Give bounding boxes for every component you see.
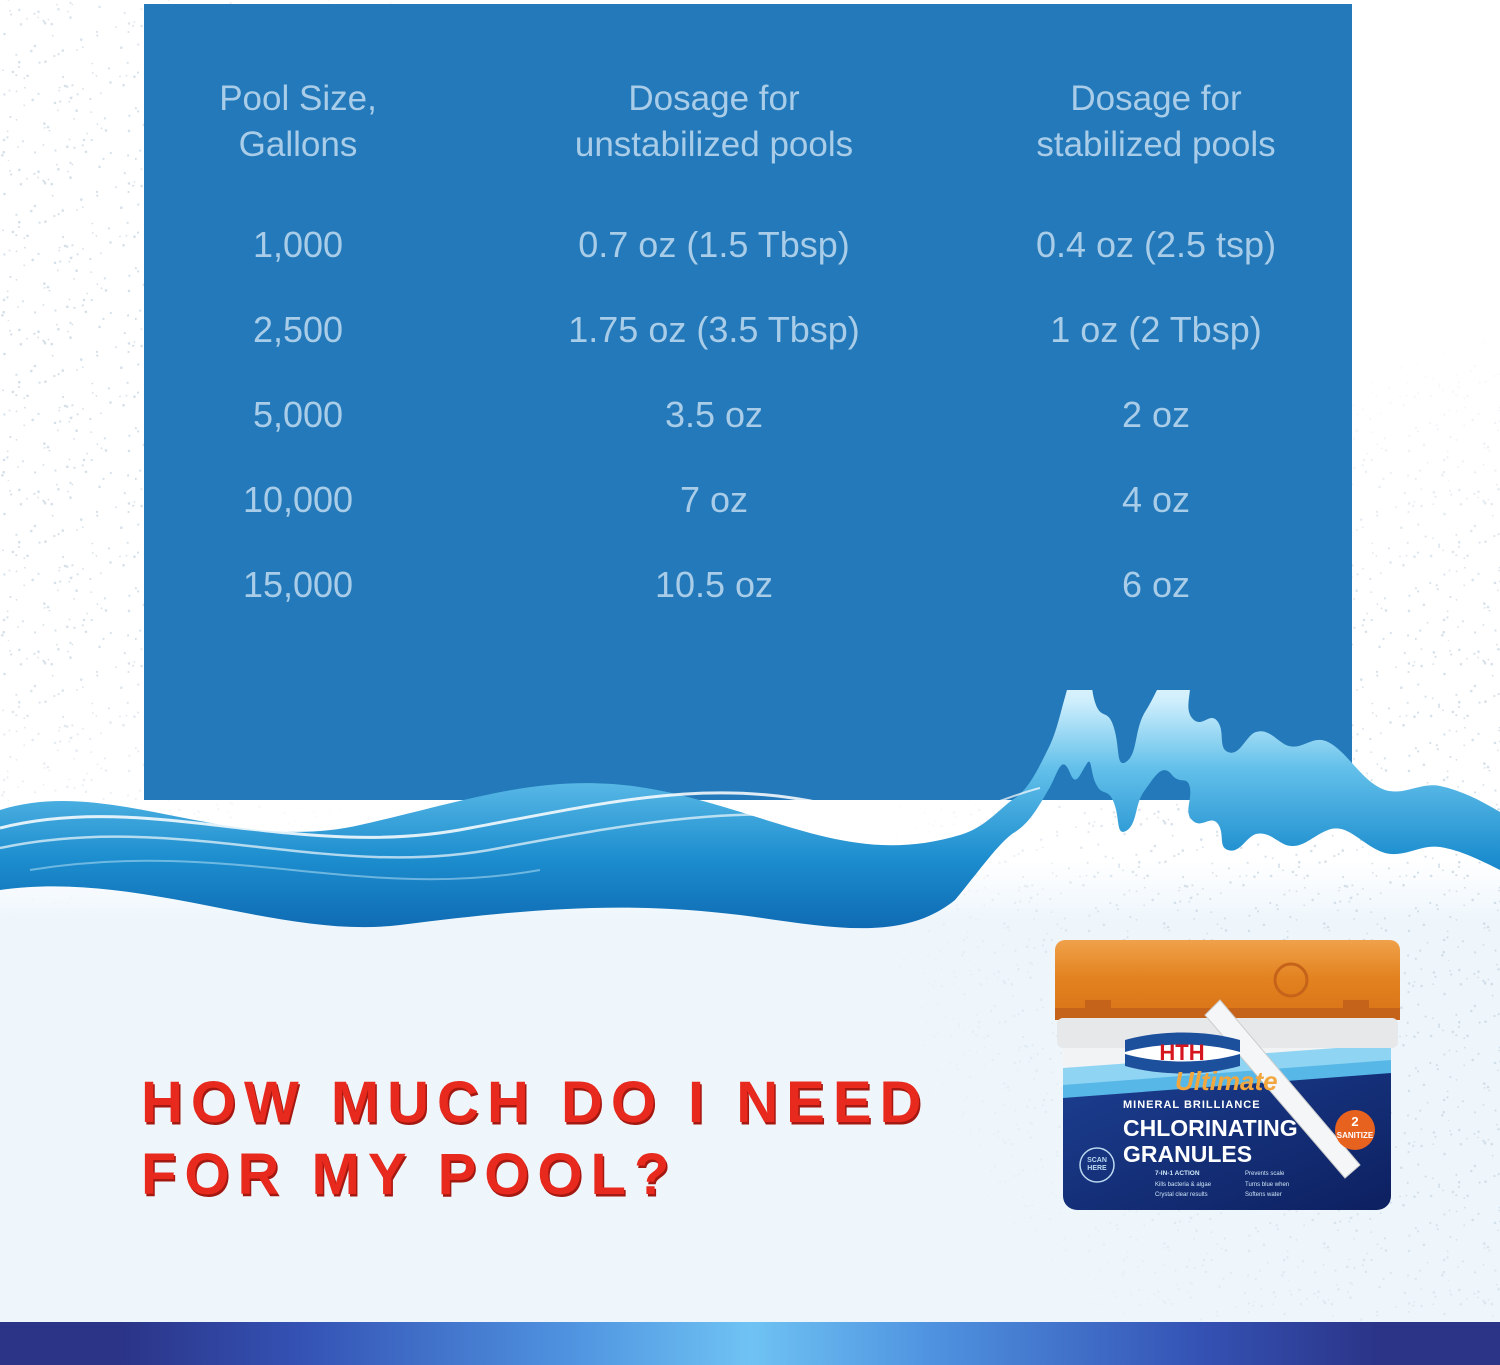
svg-text:Softens water: Softens water xyxy=(1245,1192,1282,1198)
svg-text:SANITIZE: SANITIZE xyxy=(1337,1131,1374,1140)
svg-text:HTH: HTH xyxy=(1159,1040,1204,1065)
svg-text:HERE: HERE xyxy=(1087,1165,1107,1172)
svg-text:CHLORINATING: CHLORINATING xyxy=(1123,1115,1298,1141)
svg-text:7-IN-1 ACTION: 7-IN-1 ACTION xyxy=(1155,1170,1200,1177)
svg-text:Kills bacteria & algae: Kills bacteria & algae xyxy=(1155,1182,1212,1188)
svg-text:2: 2 xyxy=(1351,1114,1358,1129)
svg-text:Prevents scale: Prevents scale xyxy=(1245,1171,1285,1177)
svg-text:MINERAL BRILLIANCE: MINERAL BRILLIANCE xyxy=(1123,1099,1261,1111)
svg-text:GRANULES: GRANULES xyxy=(1123,1141,1252,1167)
svg-text:SCAN: SCAN xyxy=(1087,1157,1107,1164)
svg-text:Turns blue when: Turns blue when xyxy=(1245,1182,1289,1188)
svg-text:Crystal clear results: Crystal clear results xyxy=(1155,1192,1208,1198)
svg-text:Ultimate: Ultimate xyxy=(1175,1066,1278,1096)
